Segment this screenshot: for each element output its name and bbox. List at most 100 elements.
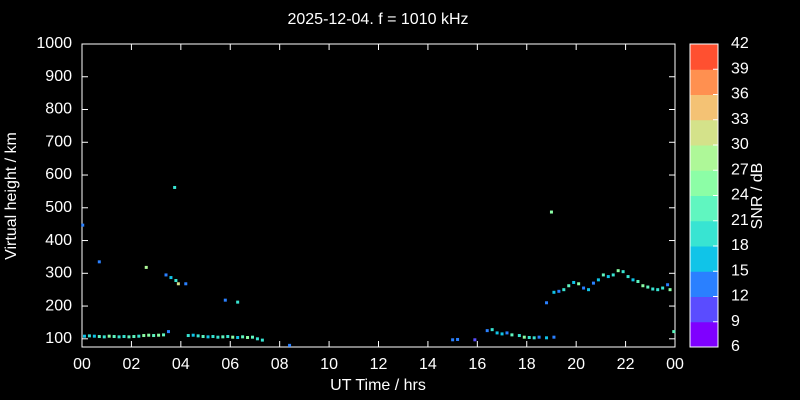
point [102,335,106,339]
point [127,335,131,339]
point [97,260,101,264]
point [587,288,591,292]
point [621,270,625,274]
colorbar-tick-label: 30 [731,136,749,153]
colorbar-tick-label: 42 [731,35,749,52]
point [112,335,116,339]
point [661,286,665,290]
x-tick-label: 00 [666,356,684,373]
point [552,335,556,339]
point [672,330,676,334]
point [606,275,610,279]
colorbar-segment [690,94,718,121]
point [144,265,148,269]
x-tick-label: 16 [468,356,486,373]
plot-frame [81,43,676,348]
point [196,334,200,338]
point [505,331,509,335]
colorbar-segment [690,119,718,146]
point [157,333,161,337]
point [656,288,660,292]
colorbar-tick-label: 6 [731,338,740,355]
point [631,278,635,282]
colorbar-tick-label: 24 [731,187,749,204]
y-tick-label: 600 [45,166,72,183]
point [641,284,645,288]
colorbar-segment [690,296,718,323]
x-tick-label: 14 [419,356,437,373]
point [201,335,205,339]
point [206,335,210,339]
point [117,335,121,339]
y-tick-label: 900 [45,68,72,85]
point [473,338,477,342]
point [92,334,96,338]
x-tick-label: 04 [172,356,190,373]
point [537,335,541,339]
point [666,283,670,287]
point [517,334,521,338]
colorbar-tick-label: 15 [731,262,749,279]
point [557,289,561,293]
colorbar-segment [690,195,718,222]
point [223,298,227,302]
colorbar-tick-label: 18 [731,237,749,254]
point [221,335,225,339]
point [552,290,556,294]
point [132,335,136,339]
point [490,328,494,332]
x-tick-label: 20 [567,356,585,373]
point [636,279,640,283]
point [211,335,215,339]
point [562,288,566,292]
point [231,335,235,339]
colorbar-tick-label: 39 [731,60,749,77]
y-axis-label: Virtual height / km [3,132,20,260]
point [236,300,240,304]
point [567,284,571,288]
point [651,287,655,291]
point [176,282,180,286]
colorbar-segment [690,220,718,247]
colorbar-segment [690,44,718,70]
point [142,334,146,338]
colorbar-segment [690,321,718,348]
y-tick-label: 500 [45,199,72,216]
point [527,336,531,340]
point [260,338,264,342]
point [137,334,141,338]
point [495,331,499,335]
point [532,336,536,340]
point [246,336,250,340]
point [485,329,489,333]
point [122,335,126,339]
y-tick-label: 200 [45,297,72,314]
colorbar-segment [690,170,718,196]
point [174,279,178,283]
point [646,285,650,289]
colorbar-tick-label: 12 [731,288,749,305]
point [173,185,177,189]
point [582,286,586,290]
point [169,276,173,280]
x-tick-label: 12 [370,356,388,373]
y-tick-label: 1000 [36,35,72,52]
colorbar-segment [690,145,718,171]
point [626,275,630,279]
point [572,280,576,284]
point [451,338,455,342]
colorbar-segment [690,69,718,95]
point [611,273,615,277]
colorbar-tick-label: 27 [731,161,749,178]
point [216,335,220,339]
point [549,210,553,214]
y-tick-label: 400 [45,232,72,249]
x-axis-label: UT Time / hrs [330,377,426,394]
point [186,334,190,338]
x-tick-label: 22 [617,356,635,373]
point [545,336,549,340]
point [107,334,111,338]
point [500,332,504,336]
point [184,282,188,286]
